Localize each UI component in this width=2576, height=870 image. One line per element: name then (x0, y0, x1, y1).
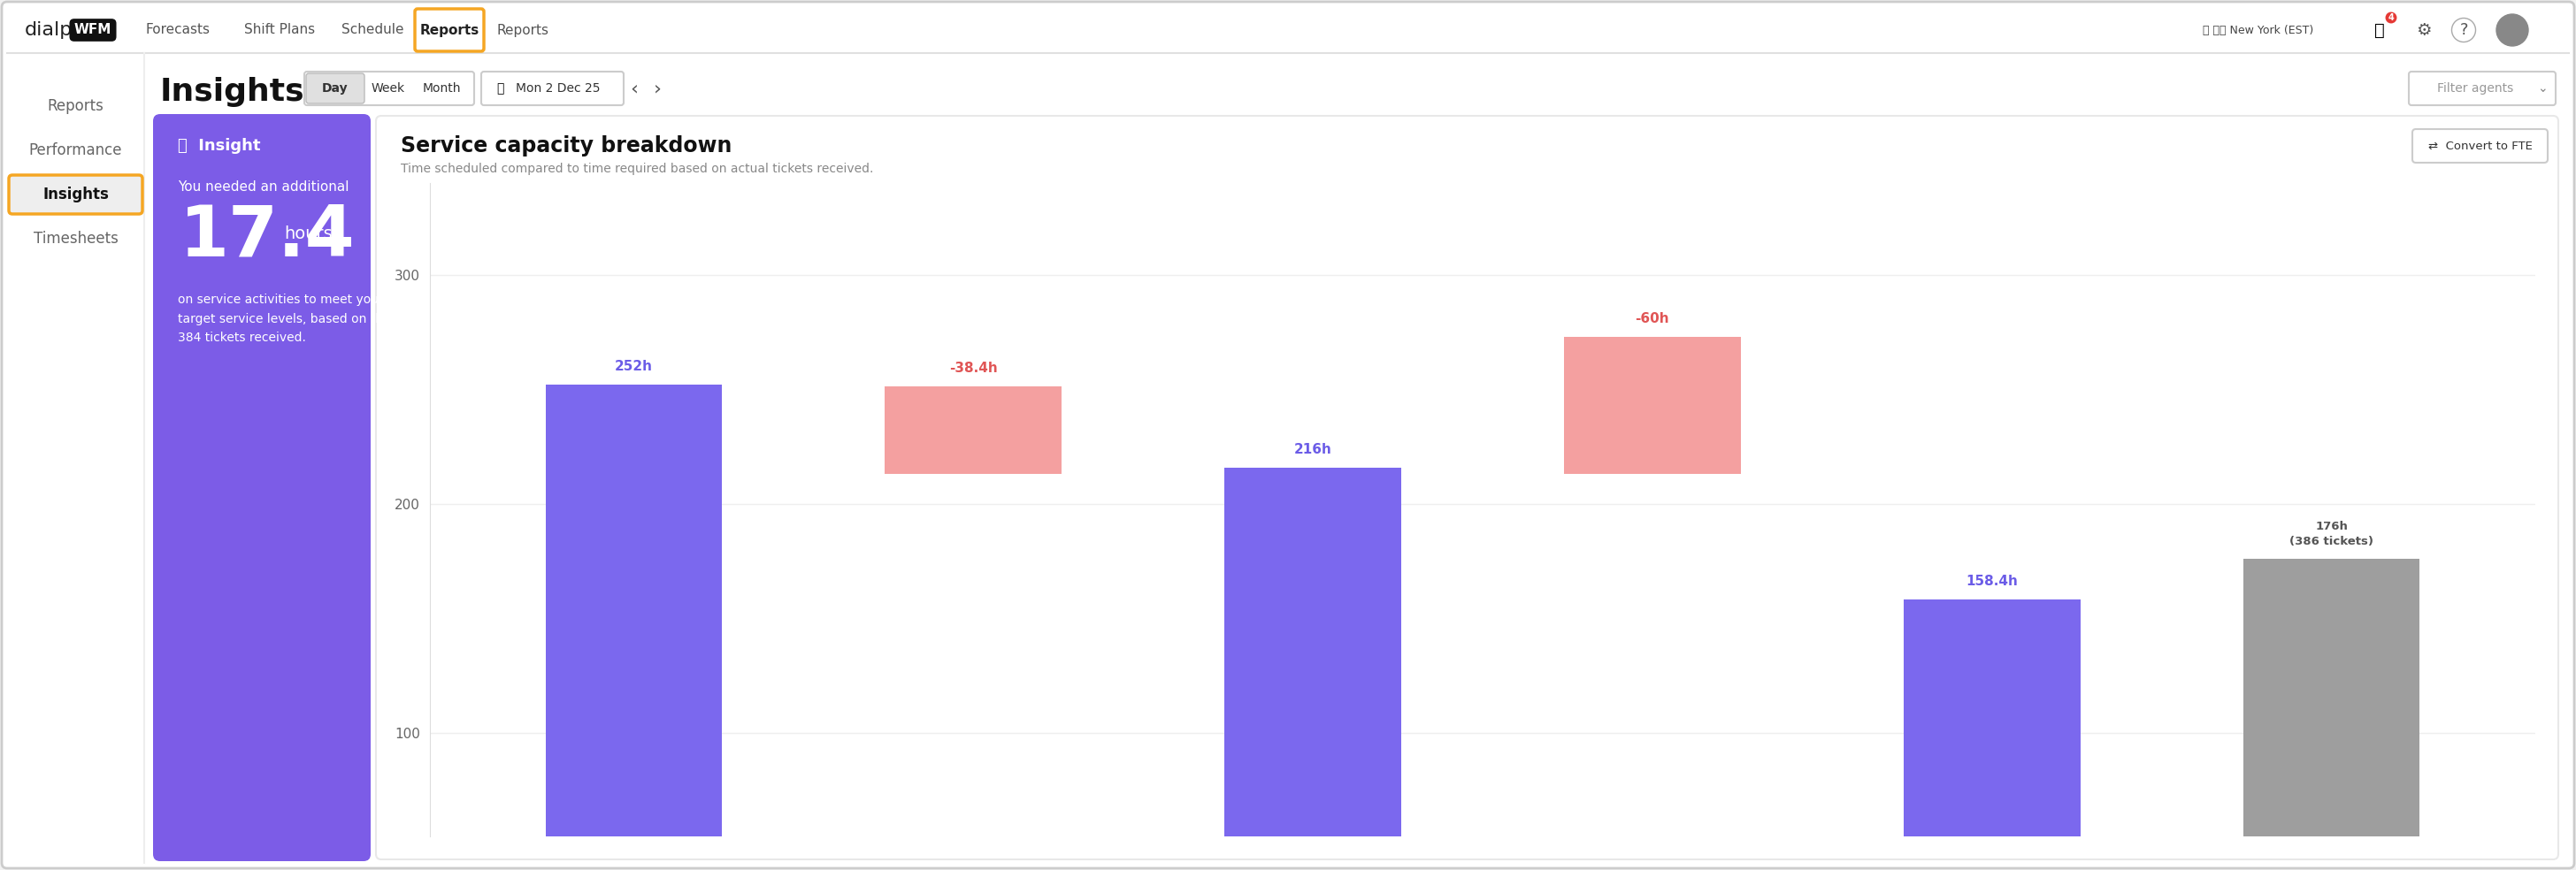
Text: 252h: 252h (616, 360, 652, 373)
Bar (886, 386, 1061, 474)
FancyBboxPatch shape (304, 71, 474, 105)
Circle shape (2496, 14, 2527, 46)
Text: ⇄  Convert to FTE: ⇄ Convert to FTE (2429, 140, 2532, 151)
FancyBboxPatch shape (152, 114, 371, 861)
Text: 🌐 🇺🇸 New York (EST): 🌐 🇺🇸 New York (EST) (2202, 24, 2313, 36)
Text: You needed an additional: You needed an additional (178, 181, 348, 194)
Text: 📅: 📅 (497, 83, 505, 95)
Text: Insights: Insights (160, 77, 304, 107)
Text: 176h
(386 tickets): 176h (386 tickets) (2290, 521, 2372, 547)
Text: Month: Month (422, 83, 461, 95)
Bar (1904, 599, 2081, 870)
Text: Mon 2 Dec 25: Mon 2 Dec 25 (515, 83, 600, 95)
Text: Reports: Reports (497, 23, 549, 37)
Text: 17.4: 17.4 (180, 202, 355, 271)
Text: -60h: -60h (1636, 312, 1669, 325)
Text: Reports: Reports (46, 98, 103, 114)
Text: dialpad: dialpad (26, 21, 98, 39)
Text: WFM: WFM (75, 23, 111, 37)
Text: 4: 4 (2388, 13, 2393, 22)
Text: 216h: 216h (1293, 443, 1332, 456)
FancyBboxPatch shape (376, 116, 2558, 860)
Text: hours: hours (283, 226, 332, 243)
Text: Insights: Insights (44, 186, 108, 203)
FancyBboxPatch shape (2411, 129, 2548, 163)
FancyBboxPatch shape (482, 71, 623, 105)
FancyBboxPatch shape (307, 73, 363, 104)
Bar (1224, 467, 1401, 870)
Bar (8, 53, 144, 863)
Text: Performance: Performance (28, 143, 121, 158)
Text: Week: Week (371, 83, 404, 95)
Text: ‹: ‹ (631, 79, 639, 97)
Text: -38.4h: -38.4h (948, 361, 997, 375)
Bar (8, 7, 2568, 53)
Text: Service capacity breakdown: Service capacity breakdown (402, 135, 732, 157)
Bar (1564, 337, 1741, 474)
Text: Reports: Reports (420, 23, 479, 37)
FancyBboxPatch shape (3, 2, 2573, 868)
FancyBboxPatch shape (415, 9, 484, 51)
Text: ?: ? (2460, 22, 2468, 38)
Text: ›: › (654, 79, 662, 97)
Text: Shift Plans: Shift Plans (245, 23, 314, 37)
Text: Forecasts: Forecasts (144, 23, 211, 37)
Text: ⚙: ⚙ (2416, 22, 2432, 38)
FancyBboxPatch shape (2409, 71, 2555, 105)
Text: Timesheets: Timesheets (33, 231, 118, 247)
Bar (2244, 559, 2419, 870)
Text: 158.4h: 158.4h (1965, 574, 2017, 588)
Bar (546, 385, 721, 870)
Text: on service activities to meet your
target service levels, based on the
384 ticke: on service activities to meet your targe… (178, 293, 392, 345)
Text: Time scheduled compared to time required based on actual tickets received.: Time scheduled compared to time required… (402, 163, 873, 175)
Text: Day: Day (322, 83, 348, 95)
Text: ⌄: ⌄ (2537, 83, 2548, 95)
FancyBboxPatch shape (8, 175, 142, 214)
Text: Filter agents: Filter agents (2437, 83, 2514, 95)
Text: 💡  Insight: 💡 Insight (178, 138, 260, 154)
Text: Schedule: Schedule (340, 23, 404, 37)
Text: 🔔: 🔔 (2375, 22, 2385, 38)
